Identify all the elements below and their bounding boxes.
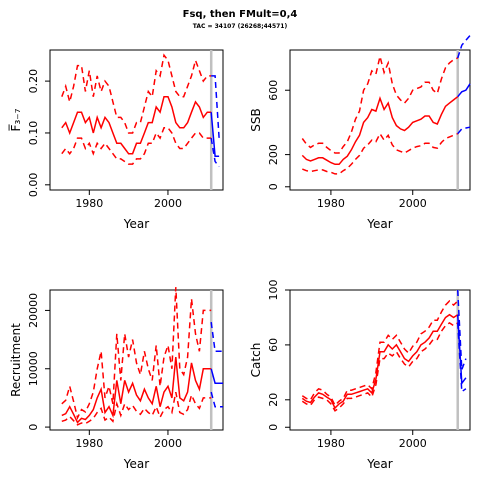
y-tick-label: 20000: [27, 293, 40, 328]
history-median-line: [301, 313, 459, 410]
history-upper-line: [61, 287, 212, 421]
y-tick-label: 10000: [27, 351, 40, 386]
history-upper-line: [301, 56, 458, 154]
figure-subtitle: TAC = 34107 (26268;44571): [192, 23, 288, 30]
x-tick-label: 1980: [75, 437, 103, 450]
x-tick-label: 2000: [154, 197, 182, 210]
plot-frame: [49, 289, 224, 431]
plot-frame: [289, 289, 471, 431]
f-panel: 1980 2000 0.00 0.10 0.20 Year F̅₃₋₇: [8, 49, 224, 231]
y-tick-label: 0: [267, 183, 280, 190]
y-tick-label: 20: [267, 393, 280, 407]
figure-title: Fsq, then FMult=0,4: [182, 9, 298, 20]
y-tick-label: 0: [27, 424, 40, 431]
projection-upper-line: [456, 35, 471, 59]
y-tick-label: 0.20: [27, 69, 40, 94]
history-lower-line: [61, 127, 212, 165]
plot-frame: [49, 49, 224, 191]
y-tick-label: 100: [267, 280, 280, 301]
plot-frame: [289, 49, 471, 191]
ssb-panel: 1980 2000 0 200 600 Year SSB: [249, 35, 471, 231]
y-tick-label: 200: [267, 144, 280, 165]
y-tick-label: 0: [267, 424, 280, 431]
y-tick-label: 60: [267, 338, 280, 352]
y-tick-label: 0.10: [27, 121, 40, 146]
history-lower-line: [302, 132, 458, 175]
x-axis-label: Year: [123, 217, 149, 231]
history-upper-line: [61, 53, 212, 134]
x-tick-label: 1980: [75, 197, 103, 210]
projection-lower-line: [210, 137, 220, 168]
projection-median-line: [457, 83, 471, 98]
history-lower-line: [301, 321, 459, 412]
projection-median-line: [210, 112, 220, 158]
y-axis-label: SSB: [249, 108, 263, 131]
x-axis-label: Year: [366, 217, 392, 231]
x-tick-label: 2000: [154, 437, 182, 450]
projection-lower-line: [457, 126, 471, 135]
history-lower-line: [61, 391, 212, 426]
x-tick-label: 1980: [317, 437, 345, 450]
y-tick-label: 0.00: [27, 173, 40, 198]
y-tick-label: 600: [267, 80, 280, 101]
x-tick-label: 2000: [399, 197, 427, 210]
projection-median-line: [456, 314, 467, 386]
y-axis-label: F̅₃₋₇: [8, 108, 23, 131]
y-axis-label: Catch: [249, 343, 263, 378]
x-tick-label: 1980: [317, 197, 345, 210]
history-median-line: [301, 95, 459, 166]
x-axis-label: Year: [123, 457, 149, 471]
x-axis-label: Year: [366, 457, 392, 471]
catch-panel: 1980 2000 0 20 60 100 Year Catch: [249, 280, 471, 471]
projection-upper-line: [211, 75, 220, 139]
projection-upper-line: [210, 322, 223, 353]
projection-median-line: [210, 368, 223, 385]
history-median-line: [61, 95, 212, 155]
y-axis-label: Recruitment: [9, 323, 23, 397]
history-median-line: [61, 357, 212, 424]
projection-lower-line: [210, 391, 223, 408]
history-upper-line: [301, 299, 459, 407]
x-tick-label: 2000: [399, 437, 427, 450]
